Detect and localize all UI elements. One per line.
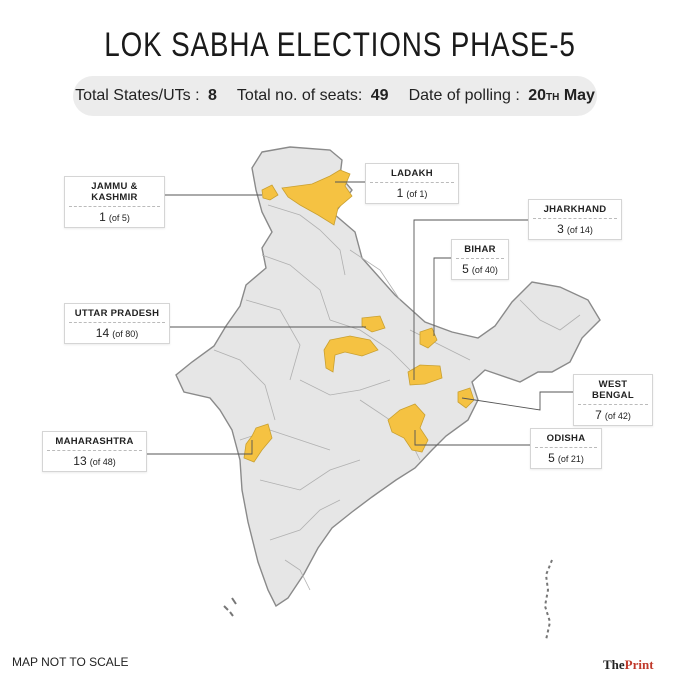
stat-date-value: 20TH May [528, 87, 595, 104]
stat-date: Date of polling : 20TH May [399, 87, 605, 105]
region-jharkhand [407, 364, 443, 386]
region-up-north [361, 315, 386, 333]
label-uttar-pradesh: UTTAR PRADESH 14 (of 80) [64, 303, 170, 344]
state-name: BIHAR [456, 244, 504, 259]
label-maharashtra: MAHARASHTRA 13 (of 48) [42, 431, 147, 472]
region-maharashtra [243, 423, 273, 463]
region-jammu-kashmir [261, 184, 279, 201]
label-west-bengal: WEST BENGAL 7 (of 42) [573, 374, 653, 426]
district-boundaries [213, 204, 581, 591]
state-seats: 5 (of 40) [462, 262, 498, 276]
state-seats: 13 (of 48) [73, 454, 116, 468]
label-jammu-kashmir: JAMMU & KASHMIR 1 (of 5) [64, 176, 165, 228]
stat-states: Total States/UTs : 8 [65, 87, 227, 105]
state-seats: 7 (of 42) [595, 408, 631, 422]
label-bihar: BIHAR 5 (of 40) [451, 239, 509, 280]
state-name: WEST BENGAL [578, 379, 648, 405]
theprint-logo: ThePrint [603, 657, 654, 672]
state-seats: 1 (of 5) [99, 210, 130, 224]
stat-seats: Total no. of seats: 49 [227, 87, 399, 105]
region-ladakh [281, 169, 353, 226]
leader-west-bengal [461, 391, 573, 411]
leader-jharkhand [413, 219, 528, 380]
region-odisha [387, 403, 429, 453]
phase5-regions [243, 169, 475, 463]
leader-bihar [433, 257, 451, 336]
andaman-islands [543, 559, 553, 641]
state-seats: 3 (of 14) [557, 222, 593, 236]
lakshadweep-islands [223, 597, 237, 617]
label-ladakh: LADAKH 1 (of 1) [365, 163, 459, 204]
state-name: ODISHA [535, 433, 597, 448]
state-name: MAHARASHTRA [47, 436, 142, 451]
state-name: UTTAR PRADESH [69, 308, 165, 323]
stat-states-value: 8 [208, 87, 217, 104]
region-bihar [419, 327, 438, 349]
state-seats: 1 (of 1) [396, 186, 428, 200]
state-name: JAMMU & KASHMIR [69, 181, 160, 207]
state-name: LADAKH [370, 168, 454, 183]
state-seats: 14 (of 80) [95, 326, 139, 340]
stats-bar: Total States/UTs : 8 Total no. of seats:… [73, 76, 597, 116]
leader-lines [137, 181, 573, 455]
label-odisha: ODISHA 5 (of 21) [530, 428, 602, 469]
leader-maharashtra [137, 440, 253, 455]
stat-seats-value: 49 [370, 87, 389, 104]
leader-odisha [414, 430, 530, 446]
state-seats: 5 (of 21) [548, 451, 584, 465]
map-scale-note: MAP NOT TO SCALE [12, 655, 129, 669]
stat-seats-label: Total no. of seats: [236, 87, 363, 104]
region-west-bengal [457, 387, 475, 409]
map-base [175, 146, 601, 641]
page-title: LOK SABHA ELECTIONS PHASE-5 [104, 26, 576, 64]
date-day: 20 [528, 87, 547, 104]
stat-date-label: Date of polling : [408, 87, 520, 104]
label-jharkhand: JHARKHAND 3 (of 14) [528, 199, 622, 240]
region-up-south [323, 335, 379, 373]
stat-states-label: Total States/UTs : [75, 87, 200, 104]
date-suffix: TH [546, 92, 560, 103]
state-name: JHARKHAND [533, 204, 617, 219]
date-month: May [563, 87, 595, 104]
